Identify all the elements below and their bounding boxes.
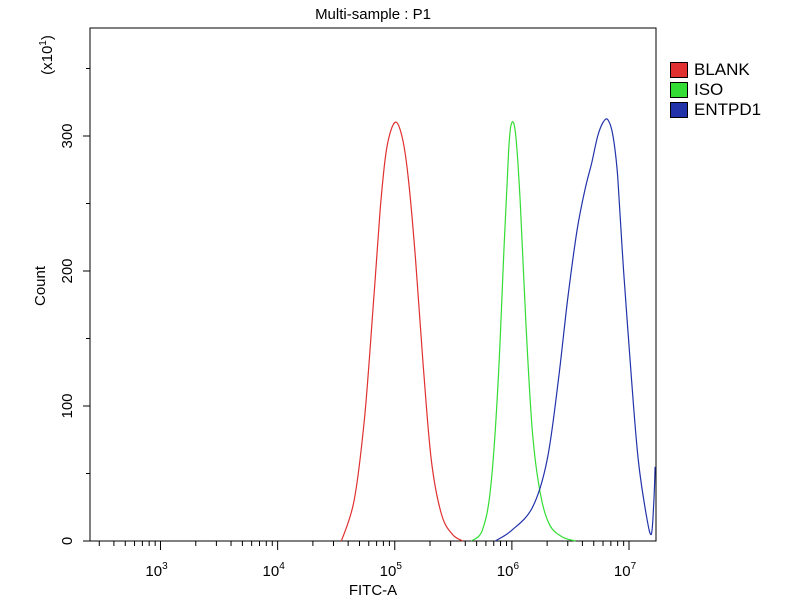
- y-multiplier-close: ): [39, 35, 56, 40]
- chart-title: Multi-sample : P1: [315, 6, 431, 23]
- legend-label-entpd1: ENTPD1: [694, 100, 762, 119]
- legend-item-entpd1: ENTPD1: [670, 100, 761, 120]
- y-tick-label: 300: [59, 123, 76, 148]
- x-axis-label: FITC-A: [349, 582, 397, 599]
- x-tick-label: 106: [497, 561, 520, 580]
- series-line-blank: [340, 121, 464, 542]
- x-tick-label: 105: [380, 561, 403, 580]
- series-line-iso: [470, 121, 576, 542]
- y-axis-label: Count: [32, 265, 49, 306]
- x-tick-label: 104: [263, 561, 286, 580]
- legend-label-iso: ISO: [694, 80, 724, 99]
- y-multiplier-prefix: (x10: [39, 46, 56, 75]
- x-tick-label: 107: [614, 561, 637, 580]
- y-tick-label: 0: [59, 537, 76, 545]
- x-tick-label: 103: [145, 561, 168, 580]
- y-multiplier-label: (x101): [38, 35, 56, 75]
- legend-item-blank: BLANK: [670, 60, 761, 80]
- legend-item-iso: ISO: [670, 80, 761, 100]
- plot-frame: [89, 27, 657, 542]
- series-line-entpd1: [494, 118, 656, 542]
- legend-swatch-blank: [670, 62, 688, 78]
- y-multiplier-exp: 1: [38, 40, 49, 46]
- legend-label-blank: BLANK: [694, 60, 750, 79]
- y-tick-label: 200: [59, 258, 76, 283]
- plot-area: 103 104 105 106 107 0 100 200 300: [59, 27, 657, 580]
- legend-swatch-entpd1: [670, 102, 688, 118]
- y-tick-label: 100: [59, 393, 76, 418]
- legend-swatch-iso: [670, 82, 688, 98]
- legend: BLANK ISO ENTPD1: [670, 60, 761, 120]
- svg-text:(x101): (x101): [38, 35, 56, 75]
